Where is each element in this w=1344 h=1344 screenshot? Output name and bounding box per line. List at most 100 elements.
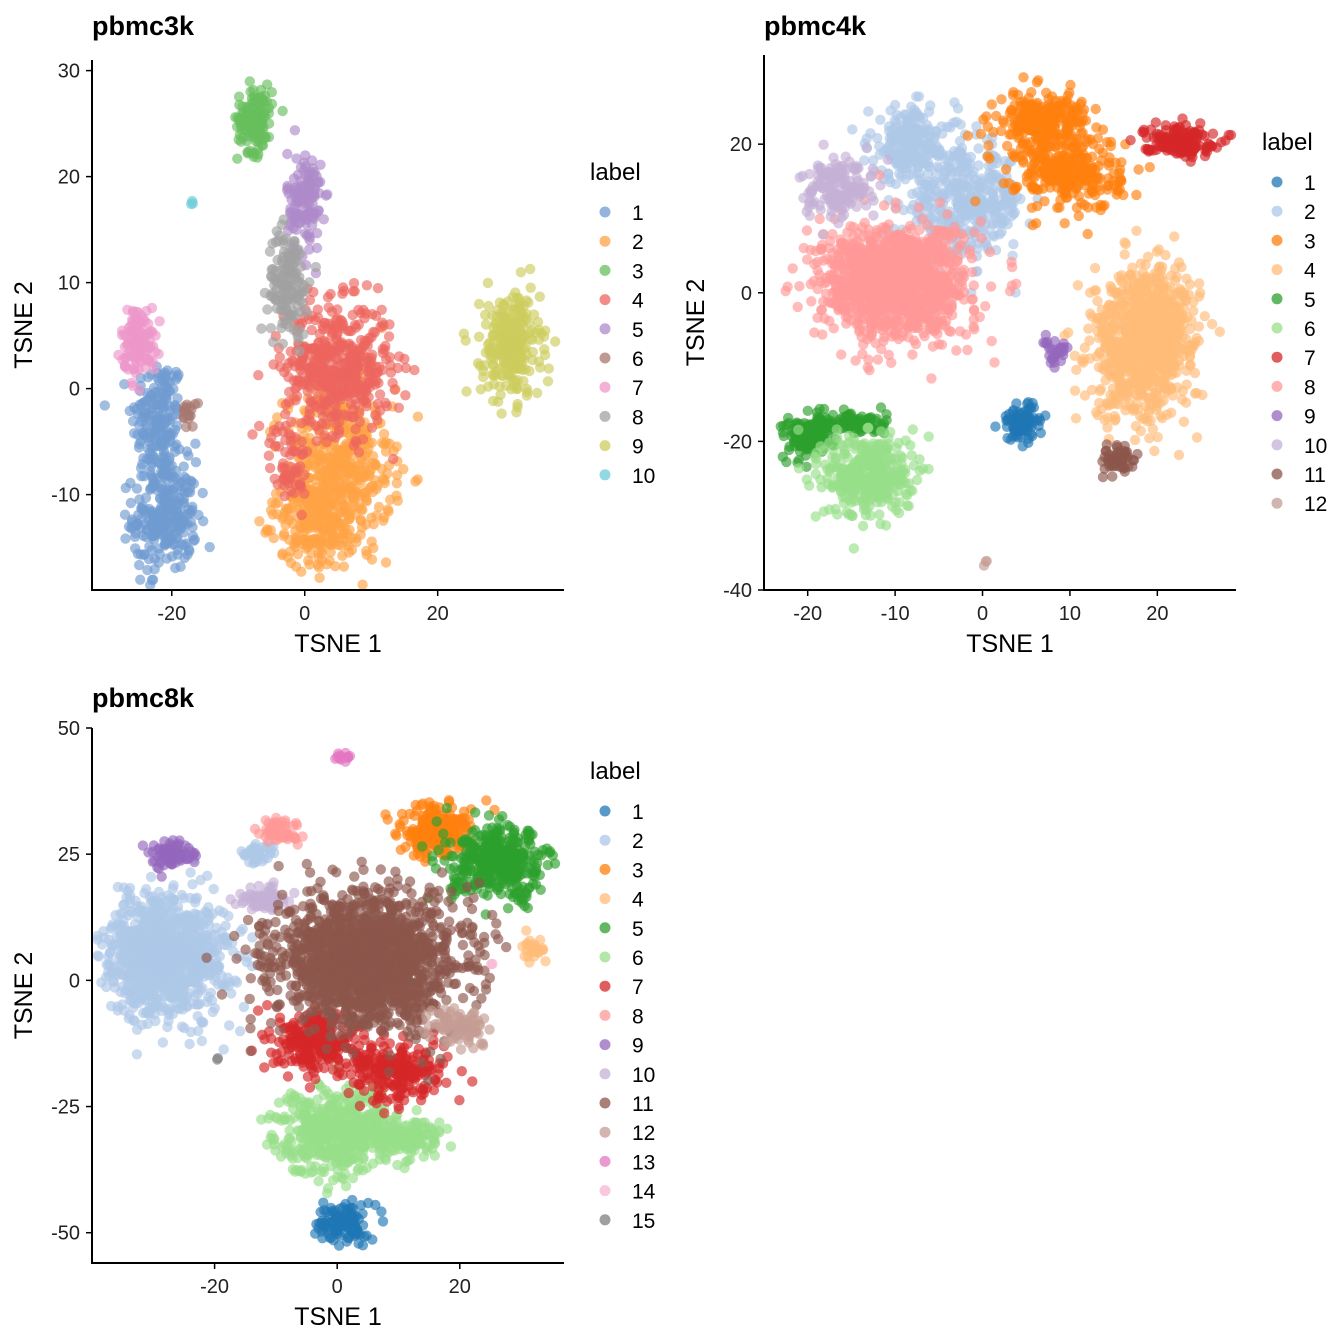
point-label-2: [304, 559, 315, 570]
point-label-4: [1132, 390, 1143, 401]
point-label-9: [503, 306, 514, 317]
point-label-8: [285, 242, 297, 253]
point-label-3: [1082, 228, 1093, 240]
point-label-3: [1048, 155, 1060, 166]
point-label-8: [280, 296, 292, 308]
point-label-4: [1156, 362, 1168, 373]
point-label-3: [1014, 151, 1025, 162]
y-axis-title: TSNE 2: [10, 281, 38, 369]
point-label-2: [305, 506, 316, 517]
point-label-1: [177, 477, 188, 488]
point-label-4: [374, 389, 386, 400]
point-label-4: [324, 381, 336, 392]
point-label-4: [1089, 262, 1101, 274]
point-label-1: [148, 534, 160, 545]
point-label-2: [324, 555, 335, 566]
point-label-3: [1046, 108, 1057, 119]
legend-key-9: [599, 440, 611, 452]
point-label-7: [138, 313, 149, 325]
point-label-3: [1057, 134, 1068, 145]
point-label-4: [374, 405, 386, 416]
point-label-2: [996, 193, 1008, 205]
point-label-4: [253, 370, 264, 381]
point-label-3: [1104, 152, 1115, 163]
point-label-9: [514, 344, 526, 355]
point-label-1: [149, 478, 160, 489]
point-label-1: [136, 471, 147, 482]
point-label-2: [905, 169, 916, 181]
point-label-2: [315, 507, 326, 518]
point-label-7: [141, 353, 152, 364]
point-label-1: [204, 541, 215, 553]
point-label-4: [1101, 397, 1113, 409]
point-label-4: [1119, 249, 1130, 260]
point-label-2: [268, 532, 279, 544]
y-tick-label: 30: [58, 61, 80, 83]
point-label-5: [794, 446, 806, 457]
point-label-8: [256, 323, 267, 334]
point-label-2: [1008, 239, 1019, 250]
point-label-4: [247, 429, 258, 440]
point-label-8: [310, 261, 321, 273]
point-label-2: [973, 143, 984, 154]
point-label-8: [283, 282, 294, 293]
point-label-1: [135, 462, 147, 474]
point-label-4: [376, 304, 387, 315]
point-label-3: [981, 111, 992, 122]
point-label-4: [1148, 298, 1160, 309]
point-label-2: [353, 460, 364, 471]
point-label-4: [1159, 292, 1170, 303]
point-label-1: [139, 549, 150, 560]
point-label-4: [400, 390, 411, 401]
point-label-3: [1063, 180, 1074, 191]
point-label-9: [483, 300, 494, 312]
point-label-4: [366, 422, 378, 433]
point-label-2: [337, 450, 349, 461]
point-label-4: [264, 462, 276, 474]
point-label-3: [995, 125, 1007, 137]
point-label-2: [911, 91, 922, 102]
point-label-2: [350, 533, 362, 544]
point-label-1: [146, 442, 157, 453]
point-label-4: [1173, 449, 1185, 461]
scatter-points: [775, 72, 1237, 571]
point-label-3: [1090, 202, 1102, 213]
point-label-2: [342, 460, 353, 471]
point-label-4: [1110, 413, 1121, 425]
y-tick-label: -10: [51, 485, 80, 507]
legend-key-4: [599, 294, 611, 306]
point-label-9: [492, 396, 504, 407]
point-label-9: [492, 348, 504, 359]
point-label-7: [120, 361, 131, 373]
point-label-4: [372, 283, 384, 294]
y-tick-label: 10: [58, 273, 80, 295]
point-label-2: [900, 122, 912, 133]
point-label-1: [138, 530, 149, 541]
point-label-1: [171, 517, 182, 528]
point-label-4: [379, 344, 390, 356]
point-label-4: [263, 450, 275, 461]
point-label-2: [338, 561, 350, 572]
point-label-4: [1107, 320, 1119, 331]
point-label-2: [296, 566, 307, 577]
point-label-3: [233, 91, 245, 102]
point-label-4: [1143, 331, 1155, 342]
point-label-3: [1060, 118, 1072, 129]
point-label-4: [1214, 326, 1226, 337]
point-label-5: [289, 125, 301, 136]
point-label-4: [1166, 324, 1177, 336]
point-label-9: [531, 387, 543, 399]
point-label-2: [367, 451, 379, 462]
point-label-4: [273, 441, 284, 452]
point-label-2: [865, 128, 876, 139]
point-label-9: [535, 362, 546, 373]
point-label-4: [1131, 225, 1142, 236]
point-label-4: [1129, 333, 1141, 344]
point-label-9: [472, 358, 484, 369]
point-label-2: [890, 178, 902, 190]
point-label-4: [1127, 301, 1138, 312]
legend-key-1: [599, 206, 611, 218]
point-label-1: [183, 504, 194, 515]
point-label-4: [1079, 390, 1091, 401]
point-label-9: [521, 295, 532, 306]
